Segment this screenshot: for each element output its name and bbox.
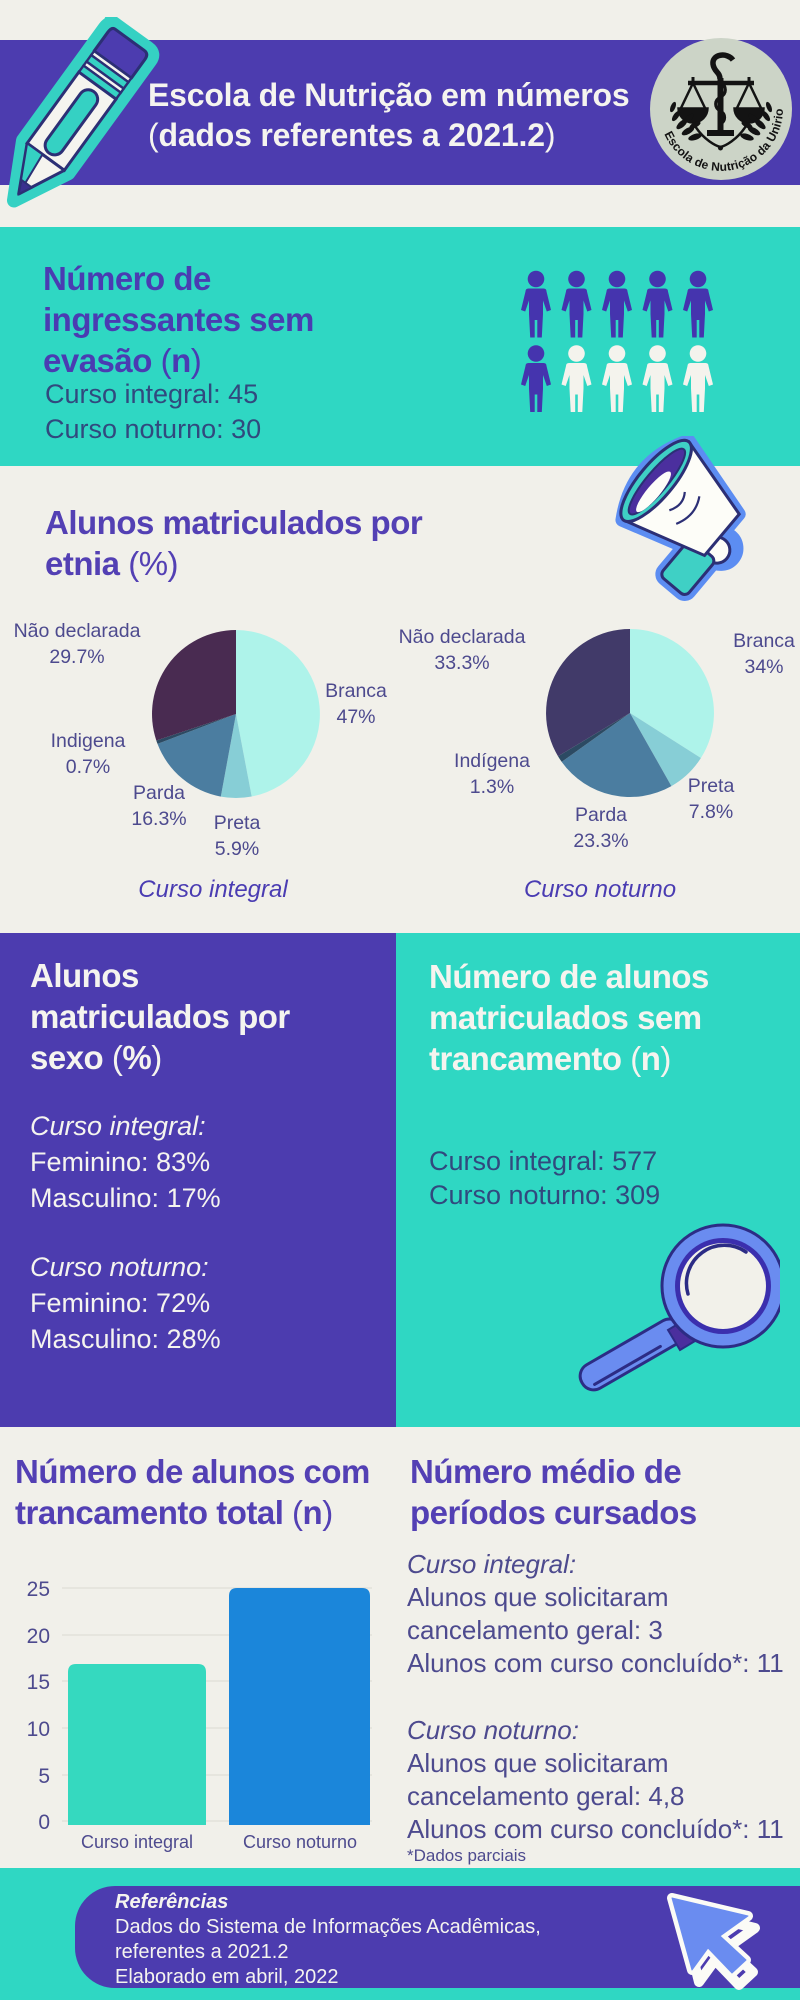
svg-text:15: 15 <box>27 1671 50 1694</box>
svg-text:10: 10 <box>27 1718 50 1741</box>
svg-text:5: 5 <box>38 1765 50 1788</box>
svg-text:20: 20 <box>27 1625 50 1648</box>
svg-text:Curso integral: Curso integral <box>81 1832 193 1852</box>
svg-text:0: 0 <box>38 1811 50 1834</box>
svg-text:Curso noturno: Curso noturno <box>243 1832 357 1852</box>
svg-text:25: 25 <box>27 1578 50 1601</box>
